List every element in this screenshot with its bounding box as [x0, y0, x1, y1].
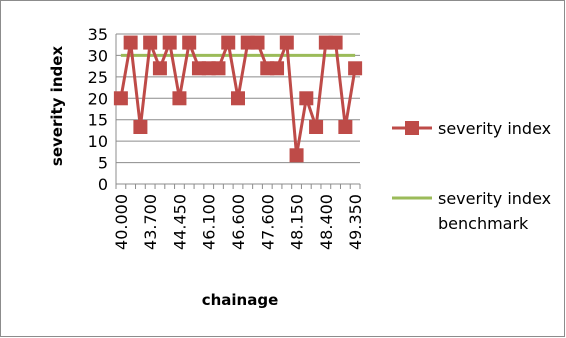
y-tick-label-5: 5 [98, 154, 108, 173]
data-point-severity-index-11 [221, 35, 236, 50]
data-point-severity-index-2 [133, 120, 148, 134]
x-tick-label-0: 40.000 [112, 194, 131, 250]
x-tick-label-3: 46.100 [200, 194, 219, 250]
data-point-severity-index-16 [270, 61, 285, 76]
y-tick-labels: 0 5 10 15 20 25 30 35 [88, 25, 108, 194]
data-point-severity-index-24 [348, 61, 363, 76]
y-tick-label-30: 30 [88, 46, 108, 65]
x-axis-title: chainage [202, 291, 279, 309]
data-point-severity-index-14 [250, 35, 265, 50]
data-point-severity-index-22 [328, 35, 343, 50]
series-layer [113, 35, 363, 163]
legend-label-benchmark-line1: severity index [438, 189, 551, 208]
legend-item-severity-index: severity index [392, 119, 551, 138]
data-point-severity-index-5 [162, 35, 177, 50]
data-point-severity-index-7 [182, 35, 197, 50]
data-point-severity-index-10 [211, 61, 226, 76]
x-tick-label-5: 47.600 [258, 194, 277, 250]
y-tick-label-0: 0 [98, 175, 108, 194]
y-tick-label-15: 15 [88, 111, 108, 130]
legend-label-benchmark-line2: benchmark [438, 214, 529, 233]
x-tick-label-4: 46.600 [229, 194, 248, 250]
x-tick-label-2: 44.450 [170, 194, 189, 250]
legend-item-benchmark: severity index benchmark [392, 189, 556, 233]
x-axis [115, 34, 361, 189]
x-tick-label-1: 43.700 [141, 194, 160, 250]
y-axis-title: severity index [48, 46, 66, 166]
data-point-severity-index-20 [309, 120, 324, 134]
x-tick-label-8: 49.350 [346, 194, 365, 250]
data-point-severity-index-19 [299, 91, 314, 106]
legend: severity index severity index benchmark [392, 119, 556, 233]
legend-marker-severity-index [405, 121, 419, 135]
data-point-severity-index-18 [289, 148, 304, 163]
y-tick-label-25: 25 [88, 68, 108, 87]
data-point-severity-index-12 [231, 91, 245, 106]
data-point-severity-index-17 [279, 35, 294, 50]
x-tick-label-7: 48.400 [317, 194, 336, 250]
y-tick-label-10: 10 [88, 132, 108, 151]
legend-label-severity-index: severity index [438, 119, 551, 138]
data-point-severity-index-4 [152, 61, 167, 76]
data-point-severity-index-3 [143, 35, 158, 50]
y-tick-label-35: 35 [88, 25, 108, 44]
x-tick-label-6: 48.150 [288, 194, 307, 250]
x-tick-labels: 40.000 43.700 44.450 46.100 46.600 47.600 48.1… [112, 194, 365, 250]
data-point-severity-index-6 [172, 91, 187, 106]
y-tick-label-20: 20 [88, 89, 108, 108]
legend-label-benchmark: severity index benchmark [438, 189, 556, 233]
data-point-severity-index-23 [338, 120, 353, 134]
data-point-severity-index-1 [123, 35, 138, 50]
data-point-severity-index-0 [113, 91, 128, 106]
